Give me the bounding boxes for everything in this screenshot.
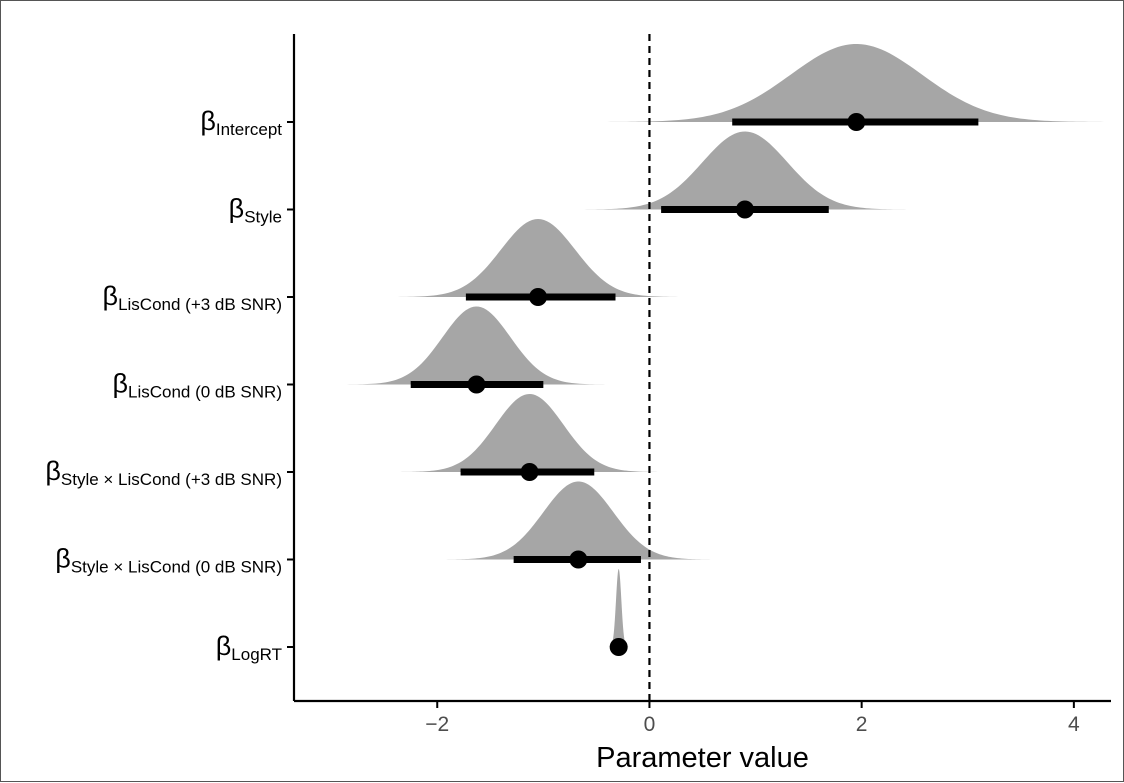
x-tick-label-2: 2 xyxy=(856,713,868,736)
density-4 xyxy=(389,394,682,472)
median-point-0 xyxy=(847,113,866,131)
y-label-subscript: Style × LisCond (0 dB SNR) xyxy=(71,558,282,577)
density-6 xyxy=(607,569,631,647)
y-tick-label-5: βStyle × LisCond (0 dB SNR) xyxy=(55,544,282,577)
x-tick-label-0: −2 xyxy=(425,713,449,736)
median-point-1 xyxy=(735,200,754,219)
y-label-subscript: LisCond (0 dB SNR) xyxy=(128,383,282,402)
density-2 xyxy=(299,219,777,297)
median-point-2 xyxy=(529,288,548,306)
y-tick-label-0: βIntercept xyxy=(200,106,282,139)
y-label-subscript: Intercept xyxy=(216,120,282,139)
y-label-base: β xyxy=(216,631,232,661)
median-point-4 xyxy=(520,463,539,481)
y-tick-label-2: βLisCond (+3 dB SNR) xyxy=(103,281,282,314)
y-label-subscript: Style × LisCond (+3 dB SNR) xyxy=(61,470,282,489)
density-0 xyxy=(479,44,1117,122)
x-tick-label-3: 4 xyxy=(1068,713,1080,736)
x-axis-title: Parameter value xyxy=(596,742,809,774)
y-label-base: β xyxy=(103,281,119,311)
y-label-base: β xyxy=(200,106,216,136)
y-label-base: β xyxy=(45,456,61,486)
y-label-base: β xyxy=(229,194,245,224)
x-tick-label-1: 0 xyxy=(644,713,656,736)
y-tick-label-6: βLogRT xyxy=(216,631,282,664)
y-tick-label-4: βStyle × LisCond (+3 dB SNR) xyxy=(45,456,282,489)
y-tick-label-1: βStyle xyxy=(229,194,282,227)
density-5 xyxy=(442,481,735,560)
y-label-subscript: LisCond (+3 dB SNR) xyxy=(118,295,282,314)
y-label-subscript: LogRT xyxy=(231,645,282,664)
x-axis: −2 0 2 4 xyxy=(294,699,1111,736)
y-label-base: β xyxy=(55,544,71,574)
density-layer xyxy=(299,44,1117,647)
density-1 xyxy=(495,131,926,210)
y-tick-label-3: βLisCond (0 dB SNR) xyxy=(112,369,282,402)
density-3 xyxy=(336,306,751,385)
y-label-subscript: Style xyxy=(244,208,282,227)
median-point-3 xyxy=(467,375,486,394)
median-point-6 xyxy=(609,638,628,656)
y-label-base: β xyxy=(112,369,128,399)
interval-layer xyxy=(410,113,979,656)
median-point-5 xyxy=(569,550,588,569)
